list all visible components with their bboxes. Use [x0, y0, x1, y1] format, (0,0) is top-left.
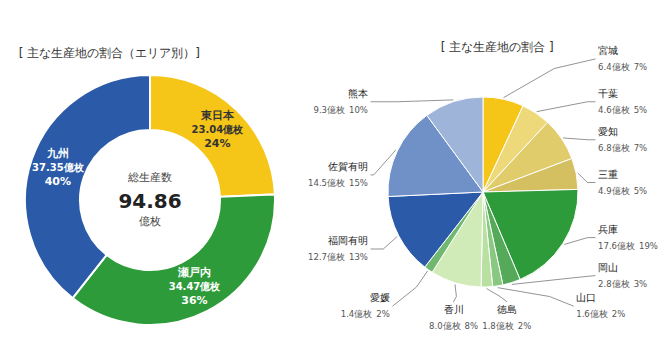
- center-annotation: 94.86: [118, 189, 181, 213]
- pie-slice: [427, 97, 483, 192]
- percent-label: 24%: [204, 137, 230, 150]
- slice-label: 愛媛: [370, 292, 390, 303]
- data-label: 6.4億枚: [598, 62, 630, 72]
- slice-label: 兵庫: [598, 224, 618, 235]
- data-label: 2.8億枚: [598, 279, 630, 289]
- data-label: 34.47億枚: [169, 281, 222, 292]
- leader-line: [393, 271, 428, 306]
- slice-label: 山口: [576, 292, 596, 303]
- leader-line: [487, 289, 507, 302]
- leader-line: [371, 237, 397, 249]
- percent-label: 13%: [349, 252, 368, 262]
- slice-label: 徳島: [497, 304, 517, 315]
- slice-label: 岡山: [598, 262, 618, 273]
- percent-label: 19%: [639, 241, 658, 251]
- percent-label: 10%: [349, 105, 368, 115]
- slice-label: 福岡有明: [328, 235, 368, 246]
- percent-label: 36%: [181, 294, 207, 307]
- data-label: 23.04億枚: [192, 124, 245, 135]
- slice-label: 愛知: [598, 126, 618, 137]
- data-label: 14.5億枚: [308, 178, 345, 188]
- percent-label: 2%: [376, 309, 390, 319]
- slice-label: 香川: [444, 304, 464, 315]
- leader-line: [512, 276, 595, 285]
- pie-slice: [388, 192, 483, 267]
- percent-label: 5%: [634, 186, 648, 196]
- slice-label: 熊本: [348, 88, 368, 99]
- slice-label: 東日本: [200, 109, 235, 122]
- data-label: 1.8億枚: [482, 321, 514, 331]
- percent-label: 7%: [634, 143, 648, 153]
- slice-label: 瀬戸内: [177, 266, 211, 279]
- data-label: 4.9億枚: [598, 186, 630, 196]
- chart-title: [ 主な生産地の割合（エリア別）]: [19, 46, 200, 60]
- leader-line: [565, 238, 596, 245]
- data-label: 12.7億枚: [308, 252, 345, 262]
- data-label: 37.35億枚: [32, 162, 85, 173]
- chart-title: [ 主な生産地の割合 ]: [441, 40, 554, 54]
- center-annotation: 億枚: [139, 215, 161, 228]
- slice-label: 千葉: [598, 88, 618, 99]
- slice-label: 九州: [46, 147, 69, 160]
- data-label: 8.0億枚: [429, 321, 461, 331]
- center-annotation: 総生産数: [127, 171, 172, 184]
- donut-slice: [25, 75, 150, 298]
- leader-line: [563, 138, 595, 140]
- leader-line: [371, 150, 396, 175]
- leader-line: [578, 173, 595, 182]
- data-label: 6.8億枚: [598, 143, 630, 153]
- slice-label: 三重: [598, 169, 618, 180]
- pie-chart: [ 主な生産地の割合 ] 宮城 6.4億枚 7% 千葉 4.6億枚 5% 愛知 6.8億枚 7% 三…: [308, 40, 658, 330]
- leader-line: [371, 100, 453, 102]
- data-label: 1.6億枚: [576, 309, 608, 319]
- chart-container: [ 主な生産地の割合（エリア別）] 総生産数 94.86 億枚 東日本 23.04億枚 24…: [0, 0, 670, 360]
- percent-label: 3%: [634, 279, 648, 289]
- percent-label: 2%: [518, 321, 532, 331]
- slice-label: 宮城: [598, 45, 618, 56]
- chart-canvas: [ 主な生産地の割合（エリア別）] 総生産数 94.86 億枚 東日本 23.04億枚 24…: [0, 0, 670, 360]
- data-label: 4.6億枚: [598, 105, 630, 115]
- data-label: 17.6億枚: [598, 241, 635, 251]
- percent-label: 7%: [634, 62, 648, 72]
- percent-label: 8%: [465, 321, 479, 331]
- donut-chart: [ 主な生産地の割合（エリア別）] 総生産数 94.86 億枚 東日本 23.04億枚 24…: [19, 46, 275, 326]
- pie-slice: [483, 158, 578, 192]
- percent-label: 40%: [45, 175, 71, 188]
- percent-label: 5%: [634, 105, 648, 115]
- leader-line: [504, 59, 595, 97]
- percent-label: 15%: [349, 178, 368, 188]
- slice-label: 佐賀有明: [328, 161, 368, 172]
- data-label: 9.3億枚: [313, 105, 345, 115]
- leader-line: [454, 285, 457, 302]
- data-label: 1.4億枚: [341, 309, 373, 319]
- leader-line: [537, 102, 595, 112]
- percent-label: 2%: [612, 309, 626, 319]
